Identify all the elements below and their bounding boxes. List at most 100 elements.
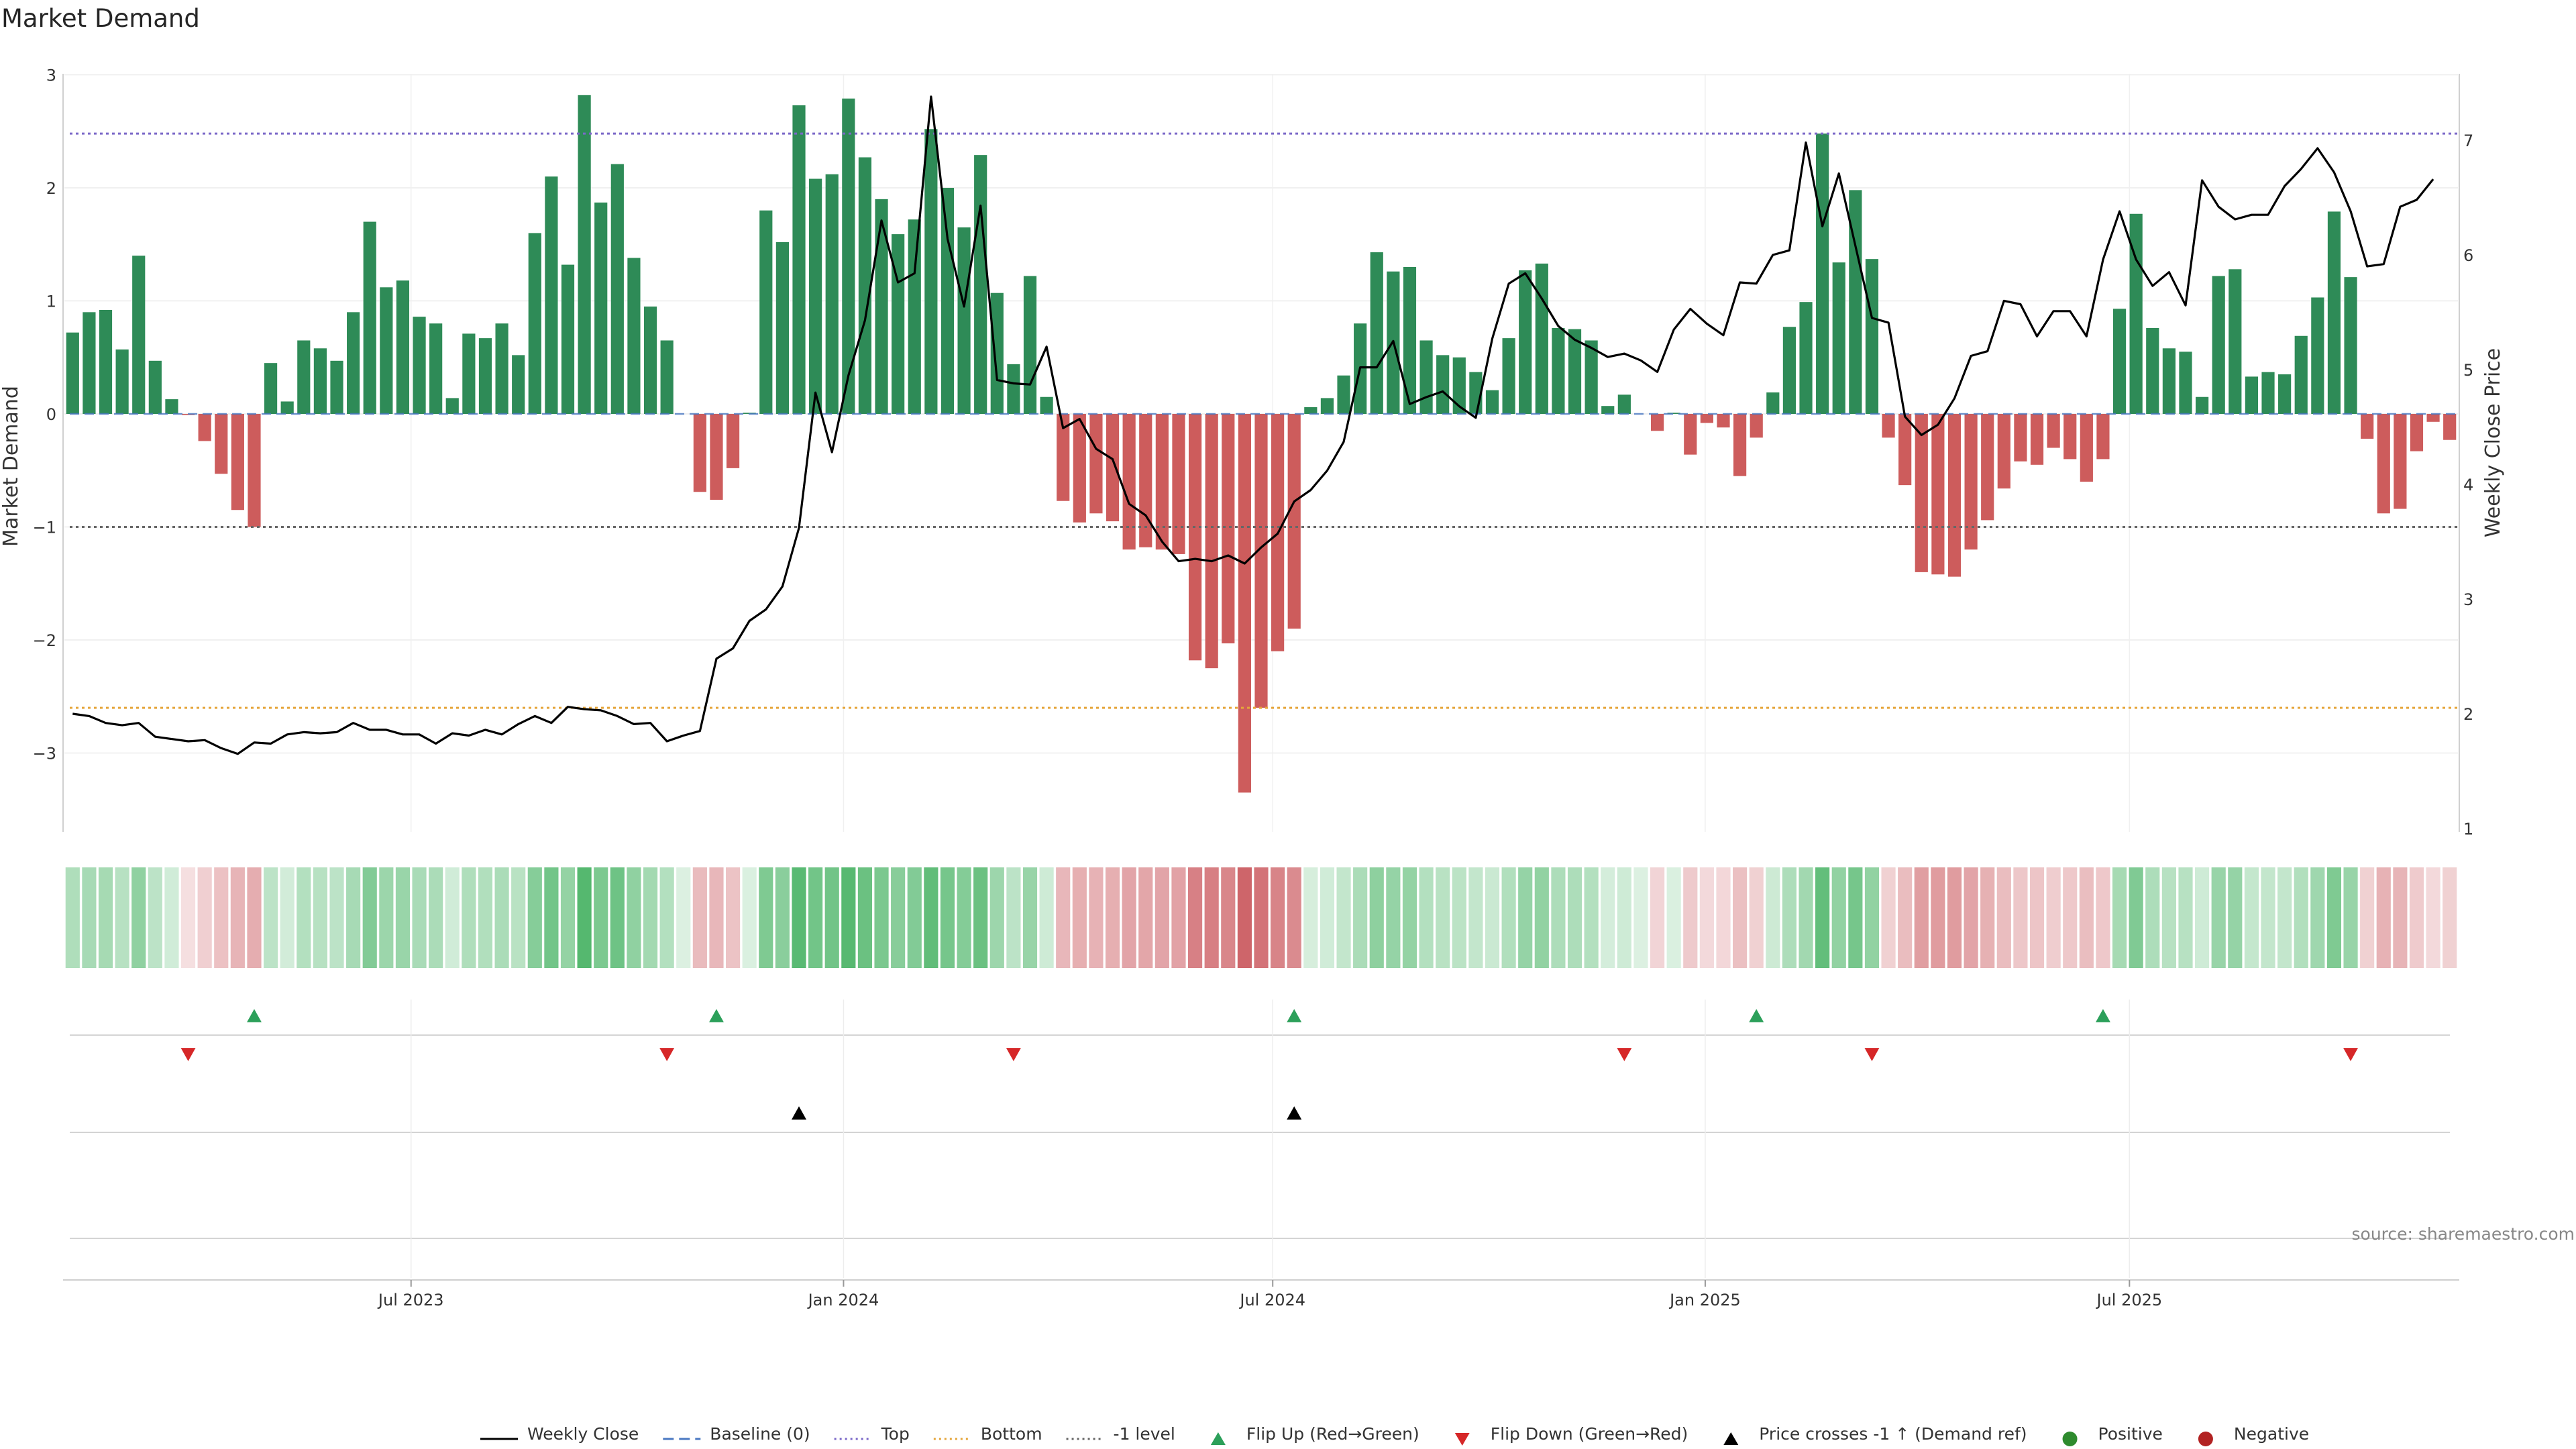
demand-bar-positive — [413, 317, 426, 414]
heat-cell-positive — [594, 867, 608, 968]
demand-bar-positive — [2146, 327, 2159, 414]
heat-cell-positive — [973, 867, 988, 968]
heat-cell-positive — [1039, 867, 1054, 968]
demand-bar-negative — [248, 414, 261, 527]
demand-bar-positive — [2229, 269, 2242, 414]
demand-bar-negative — [1898, 414, 1912, 486]
heat-cell-negative — [1221, 867, 1236, 968]
heat-cell-positive — [940, 867, 955, 968]
heat-cell-positive — [148, 867, 162, 968]
heat-cell-positive — [445, 867, 460, 968]
heat-cell-positive — [1485, 867, 1500, 968]
heat-cell-negative — [1072, 867, 1087, 968]
heat-cell-negative — [1947, 867, 1962, 968]
heat-cell-positive — [2145, 867, 2160, 968]
heat-cell-positive — [627, 867, 641, 968]
demand-bar-positive — [627, 258, 641, 414]
demand-bar-positive — [1667, 413, 1680, 414]
demand-bar-negative — [215, 414, 228, 474]
heat-cell-positive — [924, 867, 938, 968]
demand-bar-positive — [1304, 407, 1318, 414]
demand-bar-negative — [2096, 414, 2110, 460]
demand-bar-positive — [495, 323, 508, 414]
heat-cell-negative — [2029, 867, 2045, 968]
demand-bar-positive — [1601, 406, 1615, 414]
demand-bar-positive — [809, 178, 822, 414]
demand-bar-positive — [2162, 348, 2176, 414]
demand-bar-positive — [512, 355, 525, 414]
legend-label: Top — [881, 1424, 910, 1444]
heat-cell-negative — [1898, 867, 1913, 968]
heat-cell-positive — [462, 867, 476, 968]
heat-cell-positive — [1766, 867, 1780, 968]
demand-bar-negative — [1122, 414, 1136, 550]
heat-cell-positive — [957, 867, 971, 968]
heat-cell-positive — [792, 867, 806, 968]
heat-cell-negative — [1089, 867, 1104, 968]
price-cross-marker — [1287, 1106, 1302, 1120]
price-cross-marker — [792, 1106, 807, 1120]
heat-cell-negative — [2063, 867, 2078, 968]
y2-axis-label: Weekly Close Price — [2481, 348, 2505, 537]
heat-cell-negative — [2443, 867, 2457, 968]
x-tick-label: Jul 2024 — [1238, 1291, 1305, 1309]
heat-cell-negative — [1287, 867, 1301, 968]
demand-bar-positive — [1007, 364, 1020, 414]
heat-cell-positive — [1468, 867, 1483, 968]
heat-cell-negative — [247, 867, 262, 968]
heat-cell-positive — [98, 867, 113, 968]
heat-cell-positive — [1666, 867, 1681, 968]
heat-cell-positive — [676, 867, 691, 968]
heat-cell-positive — [2112, 867, 2127, 968]
demand-bar-positive — [1452, 357, 1466, 414]
heat-cell-positive — [1436, 867, 1450, 968]
heat-cell-positive — [65, 867, 80, 968]
heat-cell-negative — [2393, 867, 2408, 968]
heat-cell-positive — [2343, 867, 2358, 968]
demand-bar-negative — [2443, 414, 2457, 440]
heat-cell-negative — [1650, 867, 1665, 968]
heat-cell-negative — [2426, 867, 2440, 968]
heat-cell-positive — [808, 867, 823, 968]
demand-bar-negative — [1750, 414, 1763, 438]
demand-bar-positive — [478, 338, 492, 414]
flip-down-marker — [180, 1048, 196, 1061]
demand-bar-negative — [2063, 414, 2077, 460]
heat-cell-positive — [1633, 867, 1648, 968]
demand-bar-positive — [2327, 211, 2341, 414]
legend-label: Flip Down (Green→Red) — [1491, 1424, 1688, 1444]
flip-down-marker — [1864, 1048, 1880, 1061]
legend-item: Weekly Close — [480, 1424, 639, 1444]
demand-bar-positive — [643, 306, 657, 414]
demand-bar-negative — [1684, 414, 1697, 455]
heat-cell-negative — [1105, 867, 1120, 968]
flip-down-marker — [1617, 1048, 1632, 1061]
heat-cell-negative — [1155, 867, 1169, 968]
demand-bar-positive — [280, 401, 294, 414]
legend-circle-swatch — [2198, 1432, 2213, 1446]
heat-cell-negative — [1914, 867, 1929, 968]
legend-item: Negative — [2198, 1424, 2309, 1446]
demand-bar-negative — [2080, 414, 2093, 482]
heat-cell-positive — [824, 867, 839, 968]
heat-cell-positive — [759, 867, 773, 968]
heat-cell-positive — [478, 867, 493, 968]
right-tick-label: 5 — [2463, 361, 2473, 380]
demand-bar-positive — [83, 312, 96, 414]
heat-cell-positive — [1601, 867, 1615, 968]
heat-cell-negative — [1733, 867, 1748, 968]
demand-bar-negative — [1222, 414, 1235, 644]
demand-bar-positive — [2195, 396, 2209, 414]
demand-bar-positive — [875, 199, 888, 414]
demand-bar-positive — [660, 340, 674, 414]
heat-cell-negative — [1881, 867, 1896, 968]
demand-bar-positive — [990, 292, 1004, 414]
heat-cell-negative — [2409, 867, 2424, 968]
heat-cell-positive — [577, 867, 592, 968]
demand-bar-negative — [726, 414, 740, 468]
heat-cell-negative — [1122, 867, 1136, 968]
heat-cell-negative — [1171, 867, 1186, 968]
heat-cell-positive — [297, 867, 311, 968]
left-tick-label: 2 — [46, 179, 56, 198]
